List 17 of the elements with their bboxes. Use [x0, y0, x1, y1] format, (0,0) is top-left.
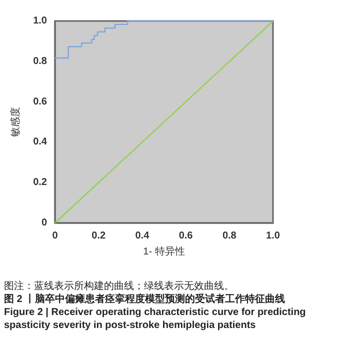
x-axis-title: 1- 特异性	[143, 246, 185, 258]
x-tick-label: 0.4	[135, 230, 150, 242]
x-tick-label: 0.2	[92, 230, 106, 242]
x-tick-label: 0.6	[178, 230, 194, 242]
y-tick-label: 0.4	[33, 136, 48, 148]
y-tick-label: 1.0	[33, 16, 48, 26]
caption: 图 2 丨脑卒中偏瘫患者痉挛程度模型预测的受试者工作特征曲线	[4, 293, 286, 306]
y-axis-title: 敏感度	[10, 107, 22, 137]
x-tick-label: 0	[52, 230, 58, 242]
x-tick-label: 0.8	[222, 230, 237, 242]
x-tick-label: 1.0	[266, 230, 280, 242]
y-tick-label: 0.6	[33, 96, 48, 108]
text: 图注：蓝线表示所构建的曲线；绿线表示无效曲线。	[4, 280, 235, 293]
y-tick-label: 0	[41, 218, 48, 228]
y-tick-label: 0.2	[33, 177, 48, 188]
caption: Figure 2 | Receiver operating characteristic curve for predicting spasticity severity in post-stroke hemiplegia patients	[4, 306, 307, 332]
y-tick-label: 0.8	[33, 56, 48, 67]
